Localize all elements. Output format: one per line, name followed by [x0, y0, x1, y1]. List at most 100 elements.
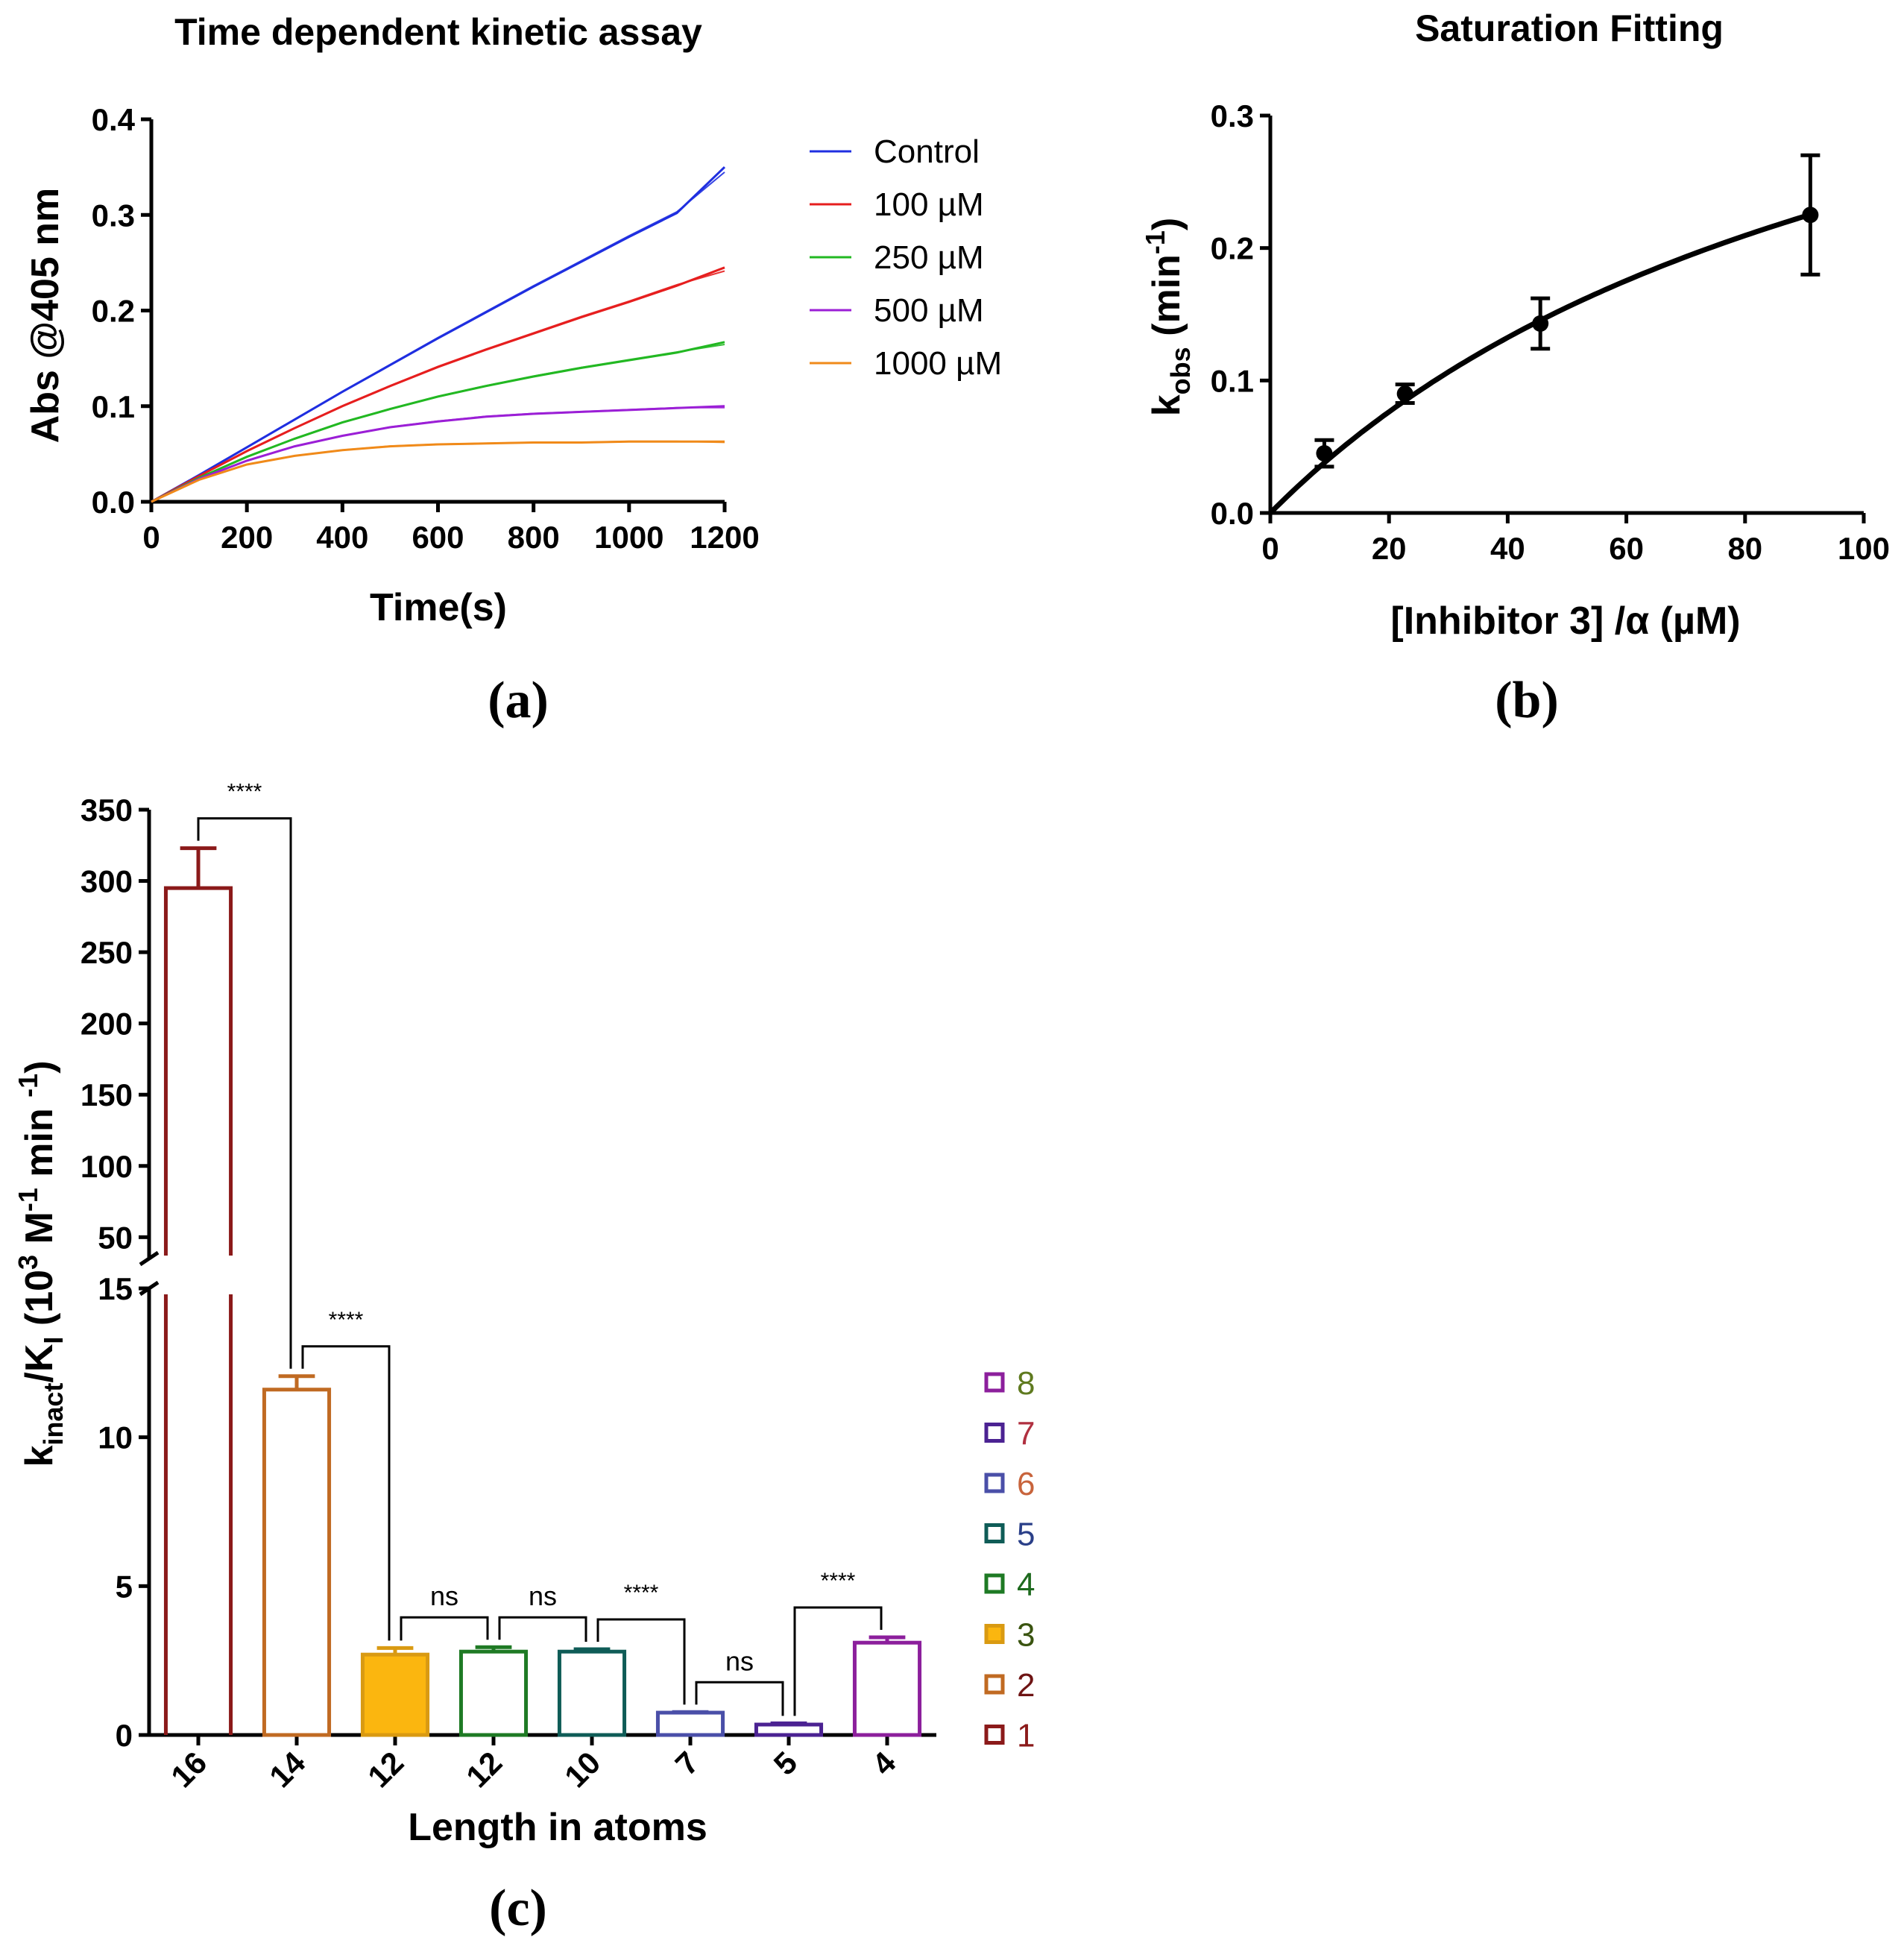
legend-label: 4 [1017, 1566, 1035, 1603]
bar [852, 1640, 922, 1737]
y-tick-label: 0.0 [1211, 496, 1254, 531]
legend-label: 500 µM [874, 292, 984, 329]
x-tick-label: 400 [316, 520, 368, 555]
panel-b-x-label: [Inhibitor 3] /α (µM) [1390, 599, 1740, 643]
x-tick-label: 12 [361, 1745, 410, 1794]
ylabel-inact-subscript: inact [38, 1383, 69, 1446]
ylabel-superscript: -1 [1140, 230, 1170, 254]
panel-b-title: Saturation Fitting [1415, 7, 1724, 49]
ylabel-exp-3: 3 [13, 1255, 43, 1270]
y-tick-label: 0.1 [92, 389, 135, 424]
x-tick-label: 40 [1490, 531, 1525, 566]
legend-label: 100 µM [874, 186, 984, 223]
panel-label-a: (a) [488, 672, 549, 729]
legend-label: Control [874, 133, 980, 170]
x-tick-label: 800 [508, 520, 560, 555]
significance-bracket [695, 1681, 784, 1716]
ylabel-k: k [18, 1446, 61, 1467]
x-tick-label: 16 [164, 1745, 213, 1794]
panel-b-y-label: kobs (min-1) [1140, 218, 1196, 417]
x-tick-label: 7 [669, 1745, 706, 1782]
legend-swatch [984, 1523, 1005, 1543]
x-tick-label: 80 [1727, 531, 1762, 566]
y-tick-label: 50 [98, 1220, 133, 1255]
significance-bracket [301, 1345, 391, 1641]
significance-label: ns [529, 1581, 557, 1611]
y-tick-label: 100 [81, 1149, 133, 1184]
legend-label: 3 [1017, 1617, 1035, 1654]
significance-label: **** [821, 1569, 856, 1593]
bar [655, 1710, 725, 1737]
legend-label: 1000 µM [874, 345, 1002, 382]
y-tick-label: 10 [98, 1420, 133, 1455]
y-tick-label: 0 [116, 1718, 133, 1753]
x-tick-label: 100 [1838, 531, 1890, 566]
panel-c-legend: 8 7 6 5 4 3 2 1 [984, 1365, 1035, 1754]
panel-label-c: (c) [489, 1880, 547, 1937]
ylabel-m: M [18, 1212, 61, 1255]
y-tick-label: 0.3 [1211, 98, 1254, 133]
significance-label: **** [624, 1581, 659, 1605]
significance-label: ns [725, 1646, 754, 1676]
panel-a-axes: 0.0 0.1 0.2 0.3 0.4 0 200 400 600 800 1000 1200 [92, 102, 760, 555]
ylabel-units: (min [1145, 254, 1188, 347]
data-point [1532, 315, 1549, 332]
significance-bracket [400, 1616, 489, 1641]
significance-label: **** [227, 780, 262, 804]
panel-c-significance-brackets: **** **** ns ns **** ns **** [197, 780, 883, 1716]
ylabel-close: ) [18, 1060, 61, 1073]
x-tick-label: 0 [142, 520, 160, 555]
y-tick-label: 200 [81, 1007, 133, 1042]
y-tick-label: 15 [98, 1271, 133, 1306]
panel-c-x-label: Length in atoms [408, 1806, 707, 1849]
panel-c-bars [163, 846, 922, 1737]
bar [754, 1722, 824, 1737]
ylabel-min: min [18, 1098, 61, 1188]
fit-curve [1268, 212, 1812, 515]
data-point [1396, 385, 1413, 403]
series-replicate-line [151, 440, 725, 503]
significance-label: ns [430, 1581, 458, 1611]
legend-label: 8 [1017, 1365, 1035, 1402]
series-line-Control [151, 166, 726, 503]
x-tick-label: 200 [221, 520, 273, 555]
series-line-1000M [151, 440, 725, 503]
x-tick-label: 12 [459, 1745, 508, 1794]
panel-c-y-label: kinact/KI (103 M-1 min -1) [13, 1060, 69, 1467]
y-tick-label: 5 [116, 1569, 133, 1604]
ylabel-k: k [1145, 394, 1188, 416]
bar [360, 1652, 430, 1737]
y-tick-label: 0.2 [1211, 231, 1254, 266]
data-point [1802, 207, 1819, 224]
bar [163, 886, 233, 1735]
legend-label: 250 µM [874, 239, 984, 276]
y-tick-label: 150 [81, 1077, 133, 1112]
x-tick-label: 10 [558, 1745, 607, 1794]
x-tick-label: 60 [1609, 531, 1644, 566]
x-tick-label: 4 [866, 1745, 903, 1782]
panel-a-title: Time dependent kinetic assay [174, 11, 702, 53]
panel-b-plot [1268, 153, 1821, 515]
significance-bracket [498, 1616, 587, 1642]
legend-swatch [984, 1624, 1005, 1644]
series-replicate-line [151, 406, 725, 503]
x-tick-label: 600 [412, 520, 464, 555]
panel-b-axes: 0.0 0.1 0.2 0.3 0 20 40 60 80 100 [1211, 98, 1890, 566]
y-tick-label: 0.4 [92, 102, 136, 137]
ylabel-exp-m: -1 [13, 1188, 43, 1212]
significance-bracket [596, 1618, 686, 1705]
series-replicate-line [151, 171, 725, 503]
y-tick-label: 0.1 [1211, 363, 1254, 398]
y-tick-label: 250 [81, 935, 133, 970]
legend-swatch [984, 1573, 1005, 1594]
y-tick-label: 0.2 [92, 294, 135, 329]
ylabel-i-subscript: I [38, 1337, 69, 1344]
y-tick-label: 350 [81, 793, 133, 828]
x-tick-label: 14 [262, 1745, 312, 1795]
y-tick-label: 300 [81, 864, 133, 899]
x-tick-label: 1200 [690, 520, 759, 555]
series-replicate-line [151, 270, 725, 503]
legend-swatch [984, 1423, 1005, 1443]
